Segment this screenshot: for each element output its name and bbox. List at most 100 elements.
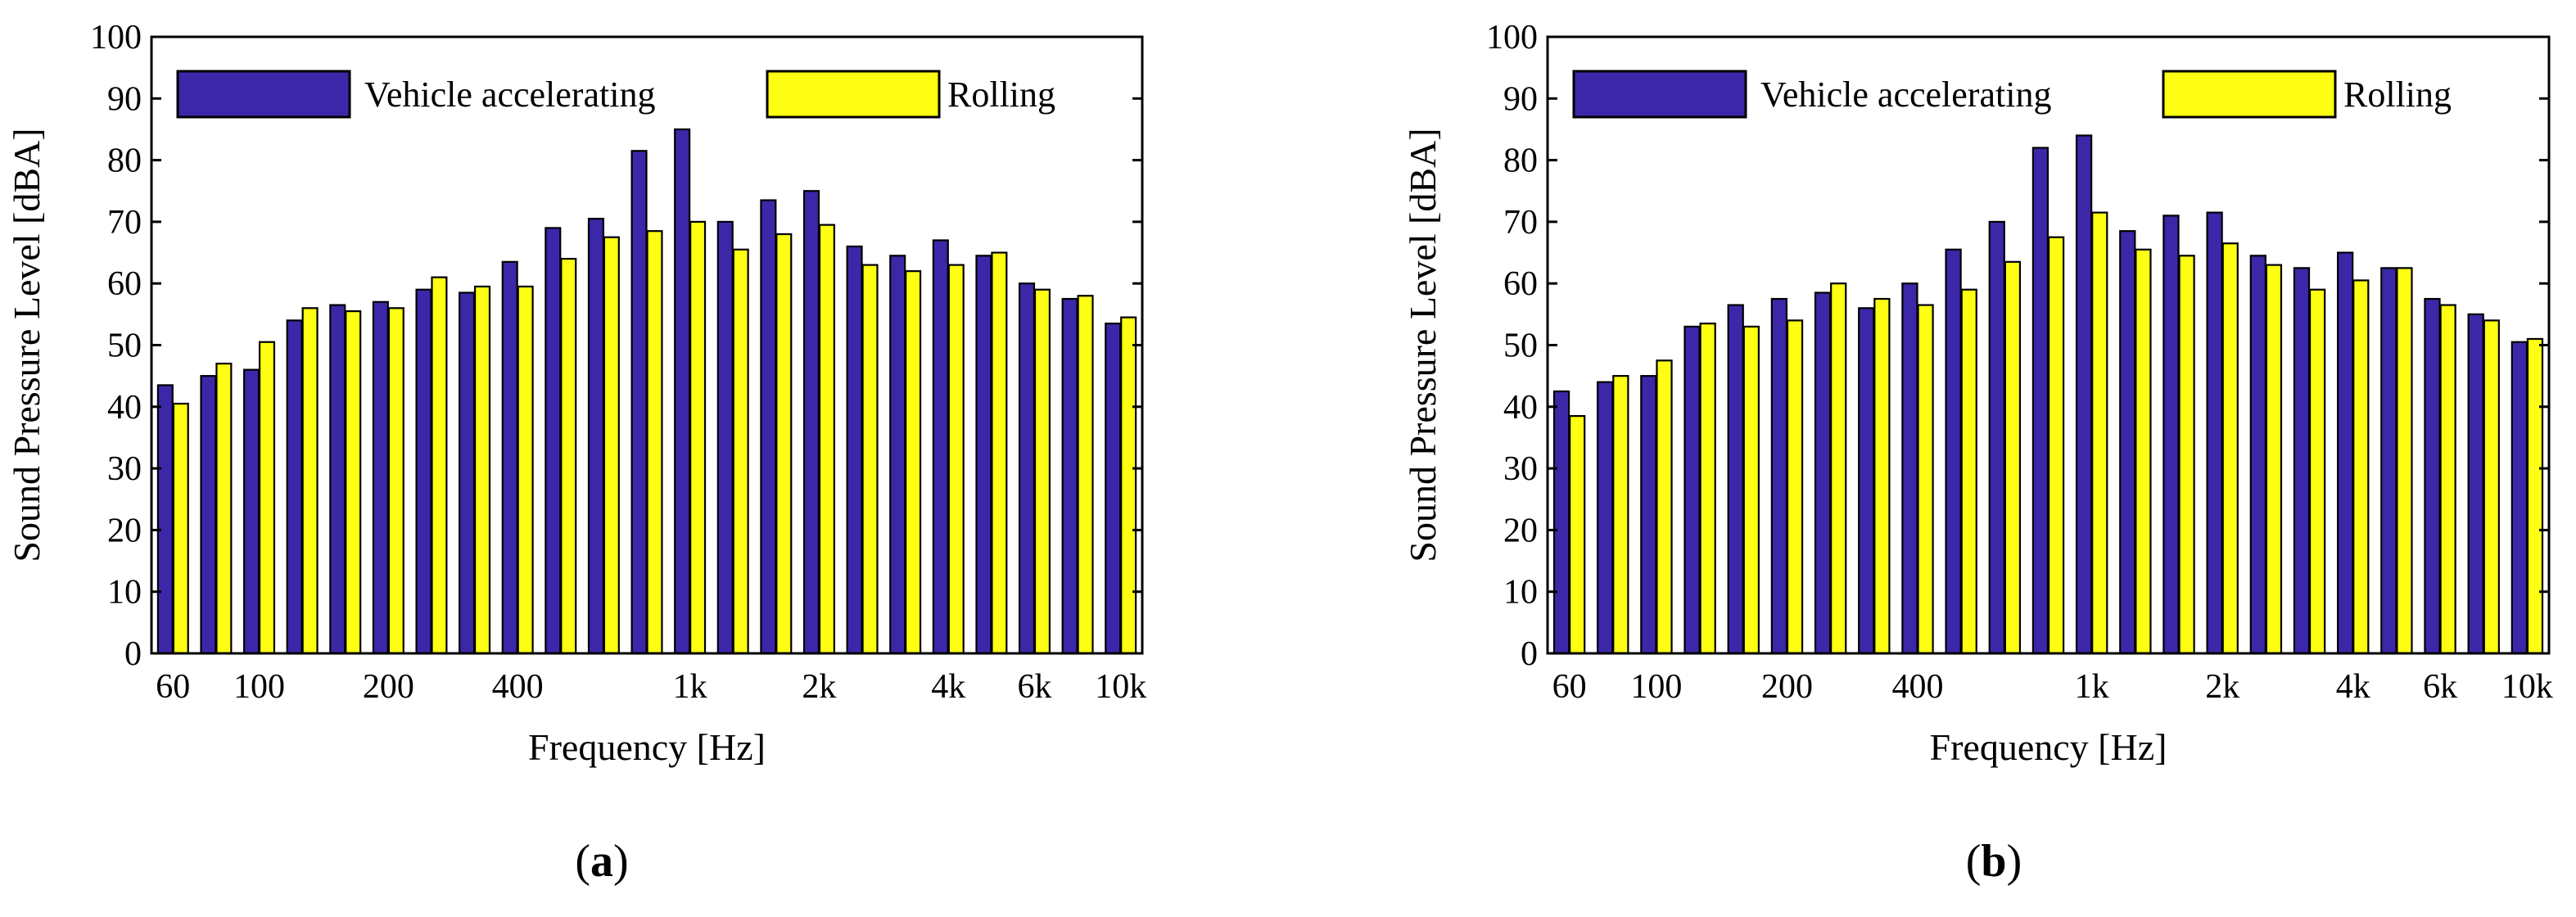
y-tick-label: 90: [107, 80, 142, 118]
caption-paren-close: ): [613, 836, 629, 887]
bar-vehicle-4: [1727, 304, 1744, 655]
x-axis-title: Frequency [Hz]: [1930, 726, 2167, 768]
bar-vehicle-22: [2510, 341, 2528, 655]
bar-vehicle-7: [459, 291, 476, 655]
x-tick-label: 10k: [1095, 668, 1146, 706]
bar-rolling-9: [1960, 288, 1977, 655]
x-tick-label: 400: [1891, 668, 1943, 706]
bar-vehicle-16: [846, 245, 863, 655]
bar-vehicle-4: [329, 304, 346, 655]
bar-rolling-17: [2308, 288, 2326, 655]
bar-vehicle-19: [2380, 267, 2397, 655]
bar-rolling-8: [517, 285, 534, 655]
bar-vehicle-8: [1901, 282, 1918, 655]
x-tick-label: 2k: [802, 668, 836, 706]
x-tick-label: 10k: [2501, 668, 2553, 706]
bar-rolling-19: [2396, 267, 2413, 655]
bar-rolling-14: [775, 233, 793, 655]
bar-rolling-9: [560, 257, 577, 655]
bar-vehicle-10: [587, 218, 604, 655]
x-tick-label: 100: [233, 668, 285, 706]
x-tick-label: 4k: [931, 668, 965, 706]
legend-swatch-rolling: [766, 70, 941, 119]
x-tick-label: 6k: [2423, 668, 2457, 706]
panel-caption: (b): [1966, 836, 2022, 887]
bar-rolling-21: [2483, 319, 2500, 655]
x-tick-label: 6k: [1017, 668, 1051, 706]
bar-rolling-20: [1033, 288, 1051, 655]
bar-rolling-6: [1830, 282, 1847, 655]
bar-rolling-0: [1569, 414, 1586, 655]
bar-vehicle-3: [1683, 325, 1701, 655]
y-tick-label: 90: [1503, 80, 1538, 118]
bar-rolling-16: [2265, 264, 2283, 655]
bar-vehicle-6: [415, 288, 432, 655]
bar-vehicle-17: [889, 255, 906, 655]
bar-vehicle-13: [2119, 230, 2136, 655]
bar-vehicle-9: [545, 227, 562, 655]
bar-rolling-14: [2178, 255, 2195, 655]
bar-vehicle-5: [372, 300, 389, 655]
x-tick-label: 400: [492, 668, 544, 706]
bar-vehicle-16: [2249, 255, 2266, 655]
bar-rolling-13: [732, 248, 749, 655]
bar-rolling-12: [689, 220, 707, 655]
caption-paren-close: ): [2007, 836, 2022, 887]
bar-vehicle-22: [1105, 323, 1122, 655]
x-tick-label: 2k: [2205, 668, 2239, 706]
bar-vehicle-11: [630, 150, 648, 655]
bar-vehicle-9: [1945, 248, 1962, 655]
y-tick-label: 60: [1503, 265, 1538, 303]
bar-vehicle-13: [716, 220, 734, 655]
y-tick-label: 70: [107, 204, 142, 242]
bar-vehicle-20: [1018, 282, 1036, 655]
bar-vehicle-15: [802, 190, 820, 655]
bar-rolling-10: [2004, 260, 2022, 655]
bar-rolling-4: [345, 309, 362, 655]
bar-rolling-5: [1786, 319, 1804, 655]
bar-rolling-2: [1656, 359, 1673, 655]
legend-label-vehicle: Vehicle accelerating: [1760, 75, 2051, 115]
bar-vehicle-1: [1597, 381, 1614, 655]
bar-vehicle-20: [2424, 297, 2441, 655]
legend-label-vehicle: Vehicle accelerating: [364, 75, 655, 115]
bar-rolling-0: [172, 402, 189, 655]
y-tick-label: 60: [107, 265, 142, 303]
bar-vehicle-18: [932, 239, 949, 655]
bar-rolling-3: [1699, 323, 1716, 655]
bar-rolling-18: [947, 264, 965, 655]
bar-rolling-3: [301, 307, 319, 655]
bar-vehicle-14: [2162, 215, 2180, 655]
caption-paren-open: (: [1966, 836, 1982, 887]
y-axis-title: Sound Pressure Level [dBA]: [1402, 128, 1444, 562]
bar-vehicle-12: [674, 128, 691, 655]
caption-letter: a: [590, 836, 613, 887]
panel-caption: (a): [575, 836, 628, 887]
panel-a: 0 10 20 30 40 50 60 70 80 90 100 60 100 200 400 1k 2k 4k 6…: [6, 19, 1146, 887]
bar-rolling-1: [1612, 375, 1629, 655]
bar-rolling-20: [2439, 304, 2456, 655]
bar-rolling-22: [2526, 337, 2544, 655]
bar-rolling-18: [2352, 279, 2370, 655]
caption-paren-open: (: [575, 836, 590, 887]
bar-rolling-4: [1742, 325, 1760, 655]
x-tick-label: 60: [1552, 668, 1587, 706]
bar-rolling-11: [646, 230, 663, 655]
y-tick-label: 10: [1503, 574, 1538, 612]
bar-rolling-15: [818, 224, 835, 655]
bar-vehicle-1: [200, 375, 217, 655]
bar-rolling-15: [2221, 242, 2239, 655]
legend-swatch-vehicle: [176, 70, 351, 119]
bar-vehicle-11: [2031, 147, 2050, 655]
y-tick-label: 30: [1503, 450, 1538, 488]
y-tick-label: 50: [107, 328, 142, 365]
y-tick-label: 0: [124, 635, 142, 673]
bar-rolling-7: [1873, 297, 1891, 655]
legend-label-rolling: Rolling: [2343, 75, 2452, 115]
bar-vehicle-10: [1988, 220, 2005, 655]
caption-letter: b: [1981, 836, 2006, 887]
x-tick-label: 200: [363, 668, 414, 706]
bar-rolling-7: [473, 285, 491, 655]
bar-vehicle-12: [2075, 134, 2093, 655]
legend-label-rolling: Rolling: [947, 75, 1055, 115]
